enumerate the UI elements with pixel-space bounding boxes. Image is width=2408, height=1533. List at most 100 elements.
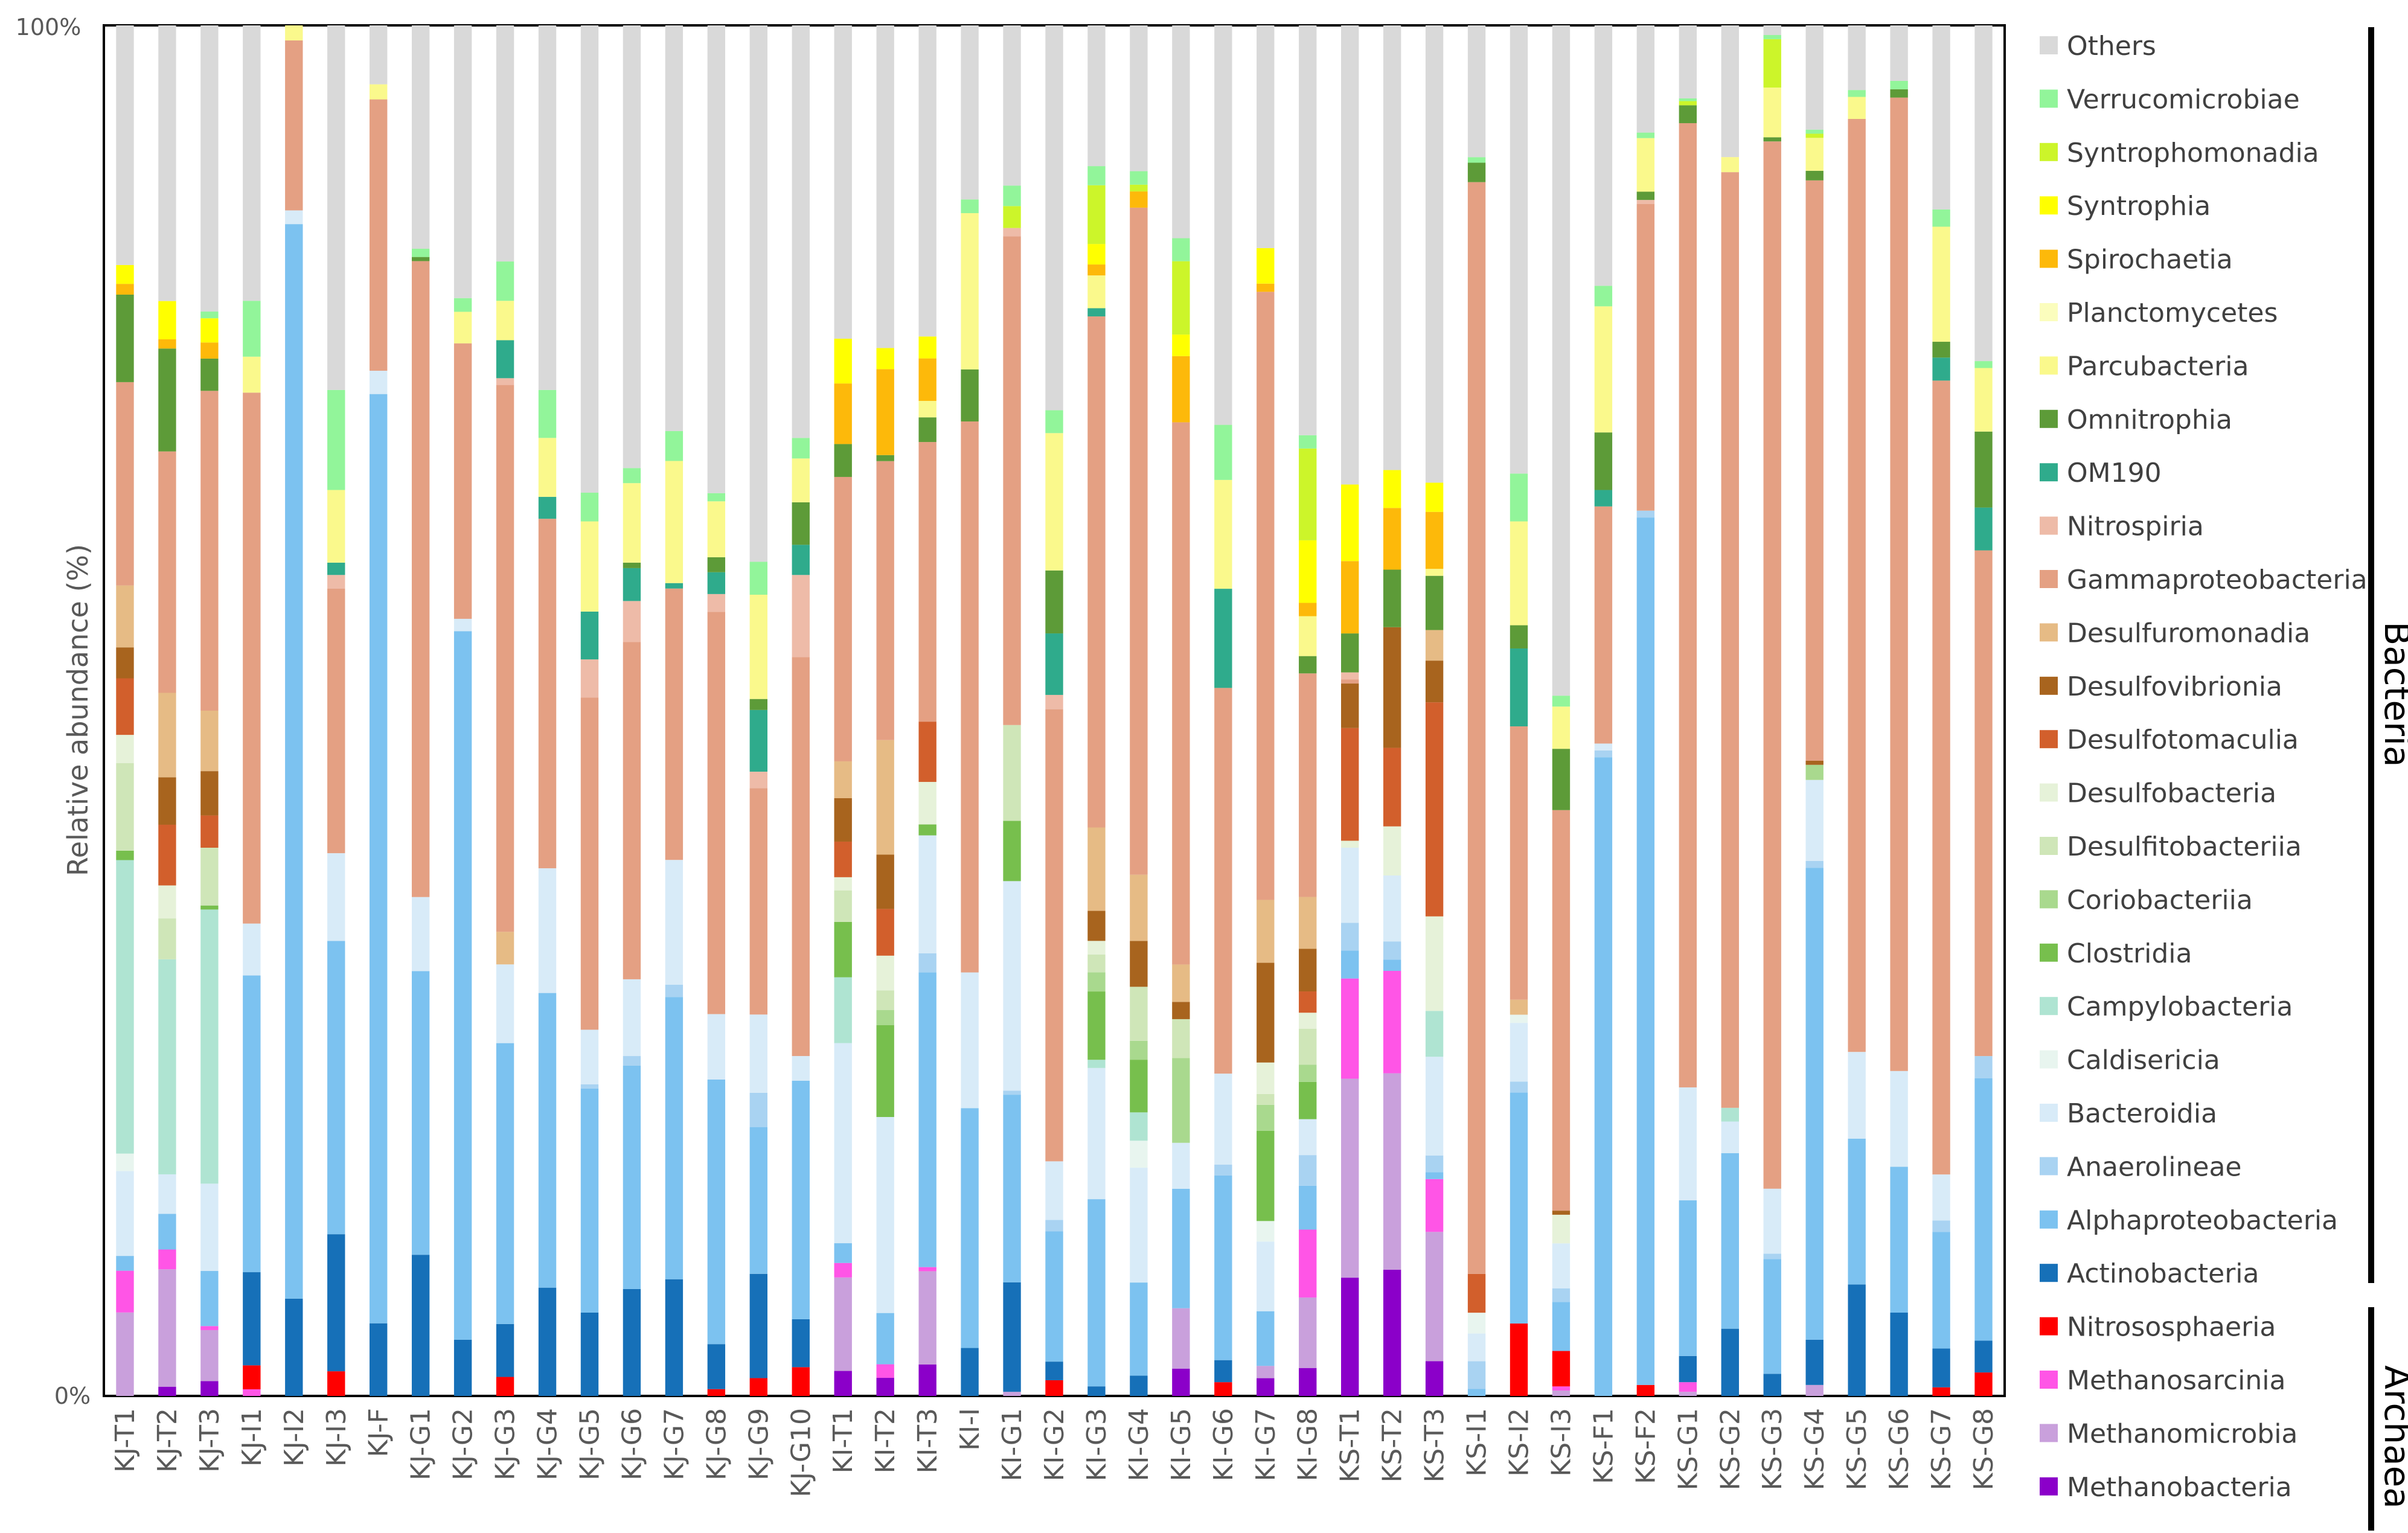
bar-segment-kj-g5-parcubacteria [580,521,599,612]
bar-segment-ki-g5-syntrophia [1172,334,1190,356]
bar-segment-ki-t1-desulfitobacteriia [834,890,852,922]
bar-segment-ki-g3-bacteroidia [1087,1067,1106,1200]
bar-segment-ki-t2-methanobacteria [876,1378,894,1396]
bar-segment-ki-g3-desulfobacteria [1087,941,1106,955]
bar-segment-ki-g4-syntrophomonadia [1130,184,1148,192]
bar-segment-ki-g5-syntrophomonadia [1172,261,1190,335]
bar-segment-kj-g10-actinobacteria [792,1319,810,1368]
y-axis-label: Relative abundance (%) [62,544,94,876]
x-tick-label-ks-g7: KS-G7 [1926,1408,1957,1490]
bar-segment-ki-t2-spirochaetia [876,369,894,455]
bacteria-group-label: Bacteria [2377,621,2408,767]
bar-segment-ks-g5-actinobacteria [1848,1284,1866,1396]
bar-segment-ks-i3-others [1552,25,1571,696]
x-tick-label-kj-f: KJ-F [363,1408,394,1457]
bar-segment-ki-g1-others [1003,25,1021,186]
bar-segment-kj-i1-bacteroidia [243,923,261,976]
bar-segment-ks-i3-methanomicrobia [1552,1390,1571,1396]
legend-label-planctomycetes: Planctomycetes [2067,298,2278,328]
bar-segment-ks-f1-parcubacteria [1594,306,1613,433]
bar-segment-ki-g2-nitrososphaeria [1045,1380,1063,1396]
bar-segment-ki-t3-desulfotomaculia [918,722,937,783]
legend-label-methanomicrobia: Methanomicrobia [2067,1418,2298,1449]
bar-segment-ki-g3-coriobacteriia [1087,972,1106,992]
bar-segment-ks-f1-anaerolineae [1594,750,1613,758]
bar-segment-ki-g2-om190 [1045,633,1063,695]
bar-segment-kj-t3-campylobacteria [200,909,219,1184]
legend-swatch-anaerolineae [2040,1157,2058,1176]
bar-segment-kj-g4-parcubacteria [538,438,557,497]
legend-label-desulfuromonadia: Desulfuromonadia [2067,618,2310,648]
bar-segment-ks-g4-coriobacteriia [1805,764,1824,780]
bar-segment-ks-g7-bacteroidia [1932,1174,1950,1221]
bar-segment-ki-t1-methanosarcinia [834,1263,852,1278]
bar-segment-kj-i2-actinobacteria [285,1298,303,1396]
bar-segment-ki-g5-desulfitobacteriia [1172,1019,1190,1058]
bar-segment-ks-t3-parcubacteria [1425,569,1444,576]
bar-segment-ki-g7-desulfovibrionia [1257,962,1275,1063]
bar-segment-ks-g6-bacteroidia [1890,1071,1908,1167]
bar-segment-kj-g1-alphaproteobacteria [411,971,430,1255]
bar-segment-ks-i2-desulfuromonadia [1510,999,1528,1015]
bar-segment-ks-g3-syntrophomonadia [1763,39,1781,88]
bar-segment-kj-t3-clostridia [200,905,219,910]
bar-segment-kj-g4-others [538,25,557,390]
legend-label-nitrospiria: Nitrospiria [2067,511,2204,542]
bar-segment-ki-g8-parcubacteria [1299,616,1317,656]
bar-segment-kj-i2-parcubacteria [285,25,303,40]
bar-segment-ki-g7-desulfitobacteriia [1257,1093,1275,1105]
bar-segment-kj-t2-omnitrophia [158,348,176,452]
bar-segment-ks-g1-methanomicrobia [1679,1392,1697,1396]
bar-segment-ki-g5-gammaproteobacteria [1172,422,1190,965]
bar-segment-ks-i2-anaerolineae [1510,1081,1528,1093]
bar-segment-ki-t2-alphaproteobacteria [876,1313,894,1365]
bar-segment-ki-i-bacteroidia [961,972,979,1109]
bar-segment-kj-g10-omnitrophia [792,502,810,545]
bar-segment-ki-g7-bacteroidia [1257,1241,1275,1311]
bar-segment-ks-g3-parcubacteria [1763,87,1781,138]
bar-segment-ki-g4-actinobacteria [1130,1375,1148,1396]
bar-segment-ki-g8-anaerolineae [1299,1155,1317,1186]
bar-segment-ki-g7-methanobacteria [1257,1378,1275,1396]
legend-swatch-desulfitobacteriia [2040,837,2058,855]
bar-segment-ks-g8-actinobacteria [1974,1340,1993,1373]
bar-segment-ki-g1-bacteroidia [1003,881,1021,1091]
bar-segment-ki-g8-clostridia [1299,1081,1317,1119]
bar-segment-kj-g9-nitrososphaeria [749,1378,767,1396]
bar-segment-kj-g8-parcubacteria [707,501,726,557]
bar-segment-kj-t1-methanosarcinia [116,1270,134,1313]
bar-segment-ki-g5-verrucomicrobiae [1172,238,1190,261]
bar-segment-ki-g1-desulfitobacteriia [1003,725,1021,821]
bar-segment-ki-g8-methanobacteria [1299,1368,1317,1396]
bar-segment-kj-g6-verrucomicrobiae [623,468,641,484]
bar-segment-kj-t3-syntrophia [200,318,219,343]
bar-segment-ks-g2-campylobacteria [1721,1107,1739,1122]
bar-segment-ks-i3-methanosarcinia [1552,1386,1571,1391]
bar-segment-ki-t1-methanobacteria [834,1371,852,1396]
x-tick-label-ki-g5: KI-G5 [1166,1408,1197,1481]
bar-segment-kj-g2-bacteroidia [453,618,472,632]
bar-segment-ki-g6-bacteroidia [1214,1074,1232,1165]
bar-segment-ks-t1-nitrospiria [1341,672,1359,680]
legend-swatch-omnitrophia [2040,409,2058,428]
bar-segment-ks-t1-spirochaetia [1341,561,1359,634]
bar-segment-ks-g2-actinobacteria [1721,1328,1739,1396]
y-axis: 0% 100% Relative abundance (%) [16,14,94,1409]
legend-label-bacteroidia: Bacteroidia [2067,1098,2217,1129]
bar-segment-ks-t2-desulfovibrionia [1383,627,1401,748]
bar-segment-ki-g5-others [1172,25,1190,238]
bar-segment-kj-g5-anaerolineae [580,1084,599,1089]
x-tick-label-ks-g4: KS-G4 [1799,1408,1830,1490]
bar-segment-ki-i-omnitrophia [961,369,979,422]
bar-segment-ks-g7-gammaproteobacteria [1932,380,1950,1175]
bar-segment-kj-g8-nitrososphaeria [707,1389,726,1396]
bar-segment-ki-i-alphaproteobacteria [961,1108,979,1348]
bar-segment-ki-g3-alphaproteobacteria [1087,1199,1106,1387]
bar-segment-ks-g4-others [1805,25,1824,130]
bar-segment-kj-t3-spirochaetia [200,342,219,359]
bar-segment-ki-t2-desulfovibrionia [876,854,894,909]
bar-segment-ki-t2-gammaproteobacteria [876,461,894,740]
bar-segment-ki-g7-caldisericia [1257,1221,1275,1242]
bar-segment-kj-g5-nitrospiria [580,659,599,698]
y-tick-label-100: 100% [16,14,82,40]
